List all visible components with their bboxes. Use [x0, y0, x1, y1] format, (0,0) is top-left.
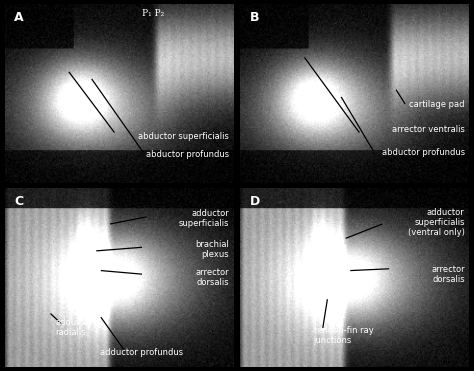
Text: brachial
plexus: brachial plexus [195, 240, 229, 259]
Text: adductor
superficialis: adductor superficialis [179, 209, 229, 228]
Text: adductor profundus: adductor profundus [100, 348, 183, 358]
Text: C: C [14, 196, 23, 209]
Text: arrector
dorsalis: arrector dorsalis [195, 268, 229, 287]
Text: P₁ P₂: P₁ P₂ [142, 9, 164, 18]
Text: adductor
radialis: adductor radialis [55, 318, 93, 337]
Text: A: A [14, 11, 24, 24]
Text: abductor profundus: abductor profundus [146, 150, 229, 159]
Text: cartilage pad: cartilage pad [409, 99, 465, 108]
Text: B: B [250, 11, 259, 24]
Text: arrector ventralis: arrector ventralis [392, 125, 465, 134]
Text: arrector
dorsalis: arrector dorsalis [431, 265, 465, 284]
Text: adductor
superficialis
(ventral only): adductor superficialis (ventral only) [408, 208, 465, 237]
Text: abductor superficialis: abductor superficialis [138, 132, 229, 141]
Text: D: D [250, 196, 260, 209]
Text: tendon-fin ray
junctions: tendon-fin ray junctions [314, 325, 374, 345]
Text: abductor profundus: abductor profundus [382, 148, 465, 157]
